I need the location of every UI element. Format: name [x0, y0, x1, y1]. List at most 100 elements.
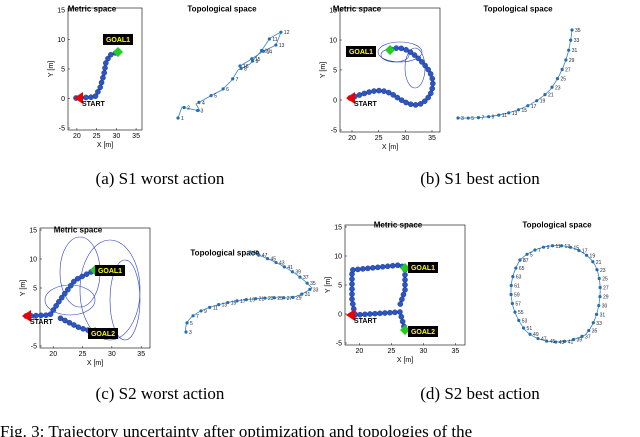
pose-marker	[71, 322, 77, 328]
pose-marker	[392, 309, 398, 316]
topology-node	[541, 245, 546, 249]
pose-marker	[399, 318, 406, 325]
topology-node	[587, 328, 591, 333]
topology-node	[533, 248, 537, 252]
topology-node	[569, 38, 573, 42]
topology-node	[521, 326, 526, 330]
node-label: 7	[481, 116, 484, 122]
topology-node	[209, 94, 213, 98]
topology-edges	[185, 251, 313, 333]
node-label: 4	[202, 100, 205, 106]
x-tick-label: 35	[452, 348, 460, 355]
pose-marker	[56, 298, 62, 305]
topology-node	[528, 332, 532, 336]
y-tick-label: -5	[59, 126, 65, 133]
node-label: 29	[603, 295, 609, 301]
topology-node	[577, 248, 581, 253]
node-label: 49	[533, 332, 539, 338]
topology-node	[226, 300, 230, 305]
node-label: 2	[187, 105, 190, 111]
pose-marker	[399, 296, 405, 303]
topology-node	[570, 28, 574, 32]
goal-marker	[113, 47, 123, 57]
pose-marker	[387, 309, 393, 316]
topology-node	[184, 330, 188, 334]
x-tick-label: 25	[388, 348, 396, 355]
node-label: 21	[548, 93, 554, 99]
node-label: 14	[266, 49, 272, 55]
node-label: 30	[602, 304, 608, 310]
topology-node	[274, 43, 278, 47]
y-tick-label: 10	[29, 257, 37, 264]
pose-marker	[415, 55, 422, 62]
node-label: 9	[492, 115, 495, 121]
node-label: 3	[189, 330, 192, 336]
pose-marker	[407, 101, 414, 108]
topology-node	[598, 285, 602, 290]
topology-node	[274, 260, 278, 265]
topology-node	[580, 334, 584, 338]
topology-node	[568, 245, 573, 249]
topology-node	[487, 115, 491, 119]
pose-marker	[371, 88, 377, 94]
pose-marker	[70, 278, 77, 285]
pose-marker	[105, 55, 111, 62]
topology-node	[514, 266, 518, 270]
goal-box	[88, 328, 118, 339]
pose-marker	[374, 264, 381, 271]
pose-marker	[75, 324, 82, 331]
node-label: 37	[303, 275, 309, 281]
topology-node	[282, 265, 286, 269]
pose-marker	[66, 319, 73, 326]
topology-node	[517, 318, 521, 322]
pose-marker	[370, 265, 376, 271]
start-marker	[74, 92, 83, 104]
node-label: 17	[240, 299, 246, 305]
x-tick-label: 35	[137, 351, 145, 358]
topology-node	[550, 244, 555, 248]
goal-box	[346, 46, 376, 57]
pose-marker	[360, 266, 366, 272]
y-axis-label: Y [m]	[20, 280, 27, 296]
topology-node	[265, 257, 270, 261]
pose-marker	[349, 291, 355, 297]
node-label: 10	[265, 48, 271, 54]
pose-marker	[402, 287, 408, 293]
goal-marker	[385, 45, 395, 55]
topology-node	[182, 105, 186, 110]
node-label: 53	[522, 318, 528, 324]
x-axis-label: X [m]	[397, 357, 413, 364]
node-label: 15	[255, 57, 261, 63]
node-label: 9	[256, 59, 259, 65]
pose-marker	[103, 60, 109, 66]
pose-marker	[385, 89, 392, 96]
y-tick-label: -5	[336, 341, 342, 348]
pose-marker	[411, 52, 418, 58]
pose-marker	[97, 84, 103, 91]
node-label: 5	[214, 94, 217, 100]
topology-node	[591, 260, 595, 264]
topology-node	[239, 66, 243, 71]
x-tick-label: 25	[93, 133, 101, 140]
goal-label: GOAL2	[411, 329, 435, 336]
node-label: 6	[226, 87, 229, 93]
pose-marker	[381, 88, 387, 94]
pose-marker	[390, 92, 396, 98]
pose-marker	[61, 290, 68, 297]
metric-title: Metric space	[68, 5, 117, 14]
metric-title: Metric space	[54, 226, 103, 235]
topology-node	[476, 116, 481, 120]
y-tick-label: 15	[57, 8, 65, 15]
topology-node	[197, 100, 201, 104]
node-label: 13	[512, 111, 518, 117]
pose-marker	[407, 49, 414, 55]
pose-marker	[402, 272, 408, 278]
start-marker	[22, 310, 31, 322]
topology-node	[290, 270, 294, 274]
topology-node	[560, 67, 564, 72]
subfigure-caption: (d) S2 best action	[420, 384, 540, 403]
node-label: 33	[574, 38, 580, 44]
topology-node	[254, 297, 258, 301]
